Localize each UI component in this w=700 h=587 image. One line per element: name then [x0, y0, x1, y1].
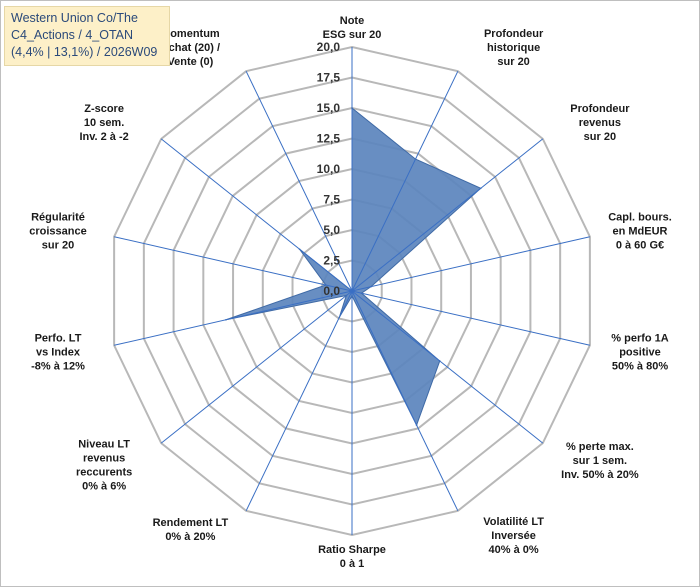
tick-label: 15,0 — [317, 101, 341, 115]
spoke-11 — [114, 236, 353, 292]
axis-label-4: % perfo 1A positive 50% à 80% — [611, 332, 669, 372]
radar-spokes — [114, 47, 590, 535]
axis-label-11: Régularité croissance sur 20 — [29, 212, 86, 252]
axis-label-0: Note ESG sur 20 — [323, 15, 382, 41]
tick-label: 17,5 — [317, 71, 341, 85]
spoke-2 — [351, 138, 544, 292]
spoke-3 — [351, 236, 590, 292]
axis-label-6: Volatilité LT Inversée 40% à 0% — [483, 516, 544, 556]
title-line-2: C4_Actions / 4_OTAN — [11, 28, 134, 42]
tick-label: 20,0 — [317, 40, 341, 54]
tick-label: 2,5 — [323, 254, 340, 268]
title-line-3: (4,4% | 13,1%) / 2026W09 — [11, 45, 158, 59]
axis-labels: Note ESG sur 20 Profondeur historique sur 20… — [29, 15, 672, 570]
spoke-9 — [160, 290, 353, 444]
radial-tick-labels: 0,0 2,5 5,0 7,5 10,0 12,5 15,0 17,5 20,0 — [317, 40, 341, 298]
axis-label-12: Z-score 10 sem. Inv. 2 à -2 — [79, 103, 128, 143]
tick-label: 5,0 — [323, 223, 340, 237]
spoke-10 — [114, 290, 353, 346]
tick-label: 0,0 — [323, 284, 340, 298]
spoke-12 — [160, 138, 353, 292]
spoke-13 — [245, 70, 353, 292]
spoke-4 — [351, 290, 590, 346]
axis-label-2: Profondeur revenus sur 20 — [570, 103, 630, 143]
axis-label-13: Momentum Achat (20) / Vente (0) — [161, 28, 220, 68]
axis-label-3: Capl. bours. en MdEUR 0 à 60 G€ — [608, 212, 672, 252]
axis-label-5: % perte max. sur 1 sem. Inv. 50% à 20% — [561, 441, 639, 481]
axis-label-9: Niveau LT revenus reccurents 0% à 6% — [76, 438, 132, 492]
spoke-5 — [351, 290, 544, 444]
tick-label: 7,5 — [323, 193, 340, 207]
tick-label: 12,5 — [317, 132, 341, 146]
axis-label-10: Perfo. LT vs Index -8% à 12% — [31, 332, 85, 372]
tick-label: 10,0 — [317, 162, 341, 176]
axis-label-8: Rendement LT 0% à 20% — [153, 517, 229, 543]
spoke-1 — [351, 70, 459, 292]
title-line-1: Western Union Co/The — [11, 11, 138, 25]
axis-label-7: Ratio Sharpe 0 à 1 — [318, 544, 386, 570]
axis-label-1: Profondeur historique sur 20 — [484, 28, 544, 68]
chart-title: Western Union Co/The C4_Actions / 4_OTAN… — [4, 6, 170, 66]
spoke-8 — [245, 290, 353, 512]
radar-series — [225, 106, 482, 427]
spoke-6 — [351, 290, 459, 512]
